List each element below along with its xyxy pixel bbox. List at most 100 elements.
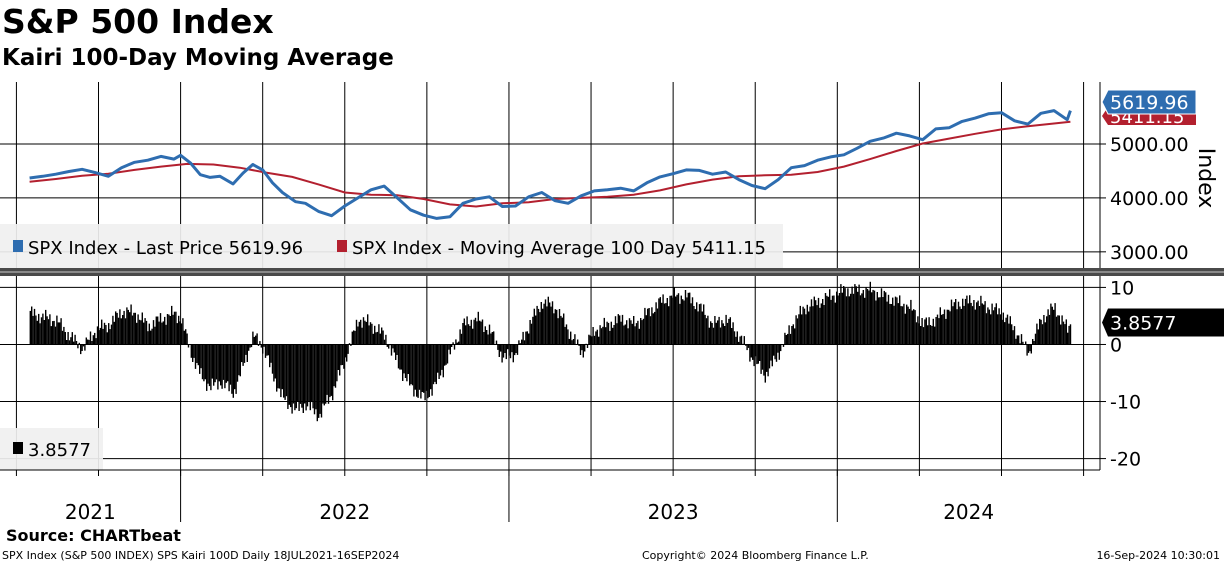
- kairi-bar: [40, 317, 43, 345]
- kairi-bar: [540, 302, 542, 345]
- kairi-bar: [736, 331, 738, 345]
- kairi-bar: [346, 344, 348, 362]
- kairi-bar: [845, 296, 848, 345]
- kairi-bar: [908, 308, 911, 345]
- kairi-bar: [966, 295, 968, 345]
- kairi-bar: [980, 295, 982, 345]
- kairi-bar: [423, 344, 425, 393]
- kairi-bar: [131, 315, 134, 345]
- kairi-bar: [838, 293, 841, 345]
- kairi-bar: [822, 299, 824, 345]
- kairi-bar: [621, 314, 624, 345]
- kairi-bar: [462, 323, 464, 345]
- kairi-bar: [761, 344, 764, 370]
- kairi-bar: [859, 295, 862, 345]
- kairi-bar: [990, 314, 992, 345]
- kairi-bar: [173, 311, 176, 345]
- kairi-bar: [301, 344, 303, 408]
- kairi-bar: [878, 297, 880, 345]
- kairi-bar: [749, 344, 751, 362]
- kairi-bar: [687, 292, 689, 345]
- kairi-bar: [206, 344, 208, 391]
- kairi-bar: [743, 336, 745, 345]
- kairi-bar: [185, 329, 187, 345]
- kairi-bar: [799, 305, 801, 345]
- kairi-bar: [515, 344, 517, 353]
- x-axis: 2021 2022 2023 2024: [0, 469, 1100, 524]
- kairi-bar: [551, 301, 554, 345]
- kairi-bar: [808, 311, 810, 345]
- kairi-bar: [529, 320, 531, 345]
- kairi-bar: [33, 308, 36, 345]
- kairi-bar: [402, 344, 404, 381]
- kairi-bar: [448, 344, 450, 350]
- kairi-bar: [227, 344, 229, 382]
- footer-timestamp: 16-Sep-2024 10:30:01: [1096, 549, 1220, 562]
- kairi-bar: [589, 335, 591, 345]
- kairi-bar: [943, 309, 946, 345]
- kairi-bar: [628, 318, 631, 345]
- kairi-bar: [1006, 314, 1009, 345]
- kairi-bar: [738, 341, 740, 345]
- kairi-bar: [392, 344, 394, 349]
- kairi-bar: [745, 344, 747, 346]
- kairi-bar: [686, 297, 688, 345]
- kairi-bar: [689, 292, 691, 345]
- kairi-bar: [889, 303, 891, 345]
- kairi-bar: [647, 308, 649, 345]
- kairi-bar: [61, 330, 64, 345]
- kairi-bar: [696, 302, 698, 345]
- kairi-bar: [403, 344, 405, 374]
- kairi-bar: [474, 317, 477, 345]
- kairi-bar: [817, 297, 820, 345]
- kairi-bar: [176, 323, 178, 345]
- kairi-bar: [180, 323, 183, 345]
- kairi-bar: [273, 344, 275, 382]
- kairi-bar: [214, 344, 216, 383]
- kairi-bar: [222, 344, 225, 380]
- kairi-bar: [78, 342, 80, 345]
- kairi-bar: [138, 319, 141, 345]
- kairi-bar: [53, 320, 55, 345]
- kairi-bar: [603, 317, 605, 345]
- kairi-bar: [432, 344, 435, 385]
- kairi-bar: [1048, 314, 1051, 345]
- panel-divider[interactable]: [0, 268, 1224, 276]
- kairi-bar: [350, 344, 352, 346]
- kairi-bar: [157, 316, 159, 345]
- kairi-bar: [661, 302, 663, 345]
- kairi-bar: [766, 344, 768, 372]
- kairi-bar: [192, 344, 194, 362]
- kairi-bar: [593, 335, 596, 345]
- kairi-bar: [614, 316, 617, 345]
- kairi-bar: [1032, 339, 1034, 345]
- upper-y-tick-label: 4000.00: [1110, 188, 1189, 210]
- kairi-bar: [467, 324, 470, 345]
- kairi-bar: [245, 344, 247, 355]
- kairi-bar: [320, 344, 323, 418]
- kairi-bar: [1025, 341, 1027, 345]
- kairi-bar: [921, 318, 923, 345]
- kairi-bar: [977, 300, 979, 345]
- kairi-bar: [770, 344, 772, 361]
- kairi-bar: [848, 296, 850, 345]
- kairi-bar: [557, 318, 559, 345]
- kairi-bar: [824, 293, 827, 345]
- kairi-bar: [815, 300, 817, 345]
- kairi-bar: [277, 344, 279, 389]
- kairi-bar: [77, 344, 79, 349]
- kairi-bar: [862, 290, 864, 345]
- kairi-bar: [91, 341, 93, 345]
- kairi-bar: [49, 314, 51, 345]
- kairi-bar: [978, 306, 981, 345]
- kairi-bar: [866, 289, 869, 345]
- kairi-bar: [649, 316, 652, 345]
- kairi-bar: [85, 337, 87, 345]
- kairi-bar: [1016, 335, 1018, 345]
- kairi-bar: [393, 344, 395, 353]
- kairi-bar: [999, 314, 1002, 345]
- kairi-bar: [213, 344, 215, 386]
- kairi-bar: [941, 314, 943, 345]
- kairi-bar: [333, 344, 335, 387]
- kairi-bar: [431, 344, 433, 396]
